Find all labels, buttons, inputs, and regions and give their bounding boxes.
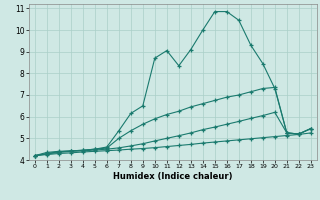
X-axis label: Humidex (Indice chaleur): Humidex (Indice chaleur) (113, 172, 233, 181)
